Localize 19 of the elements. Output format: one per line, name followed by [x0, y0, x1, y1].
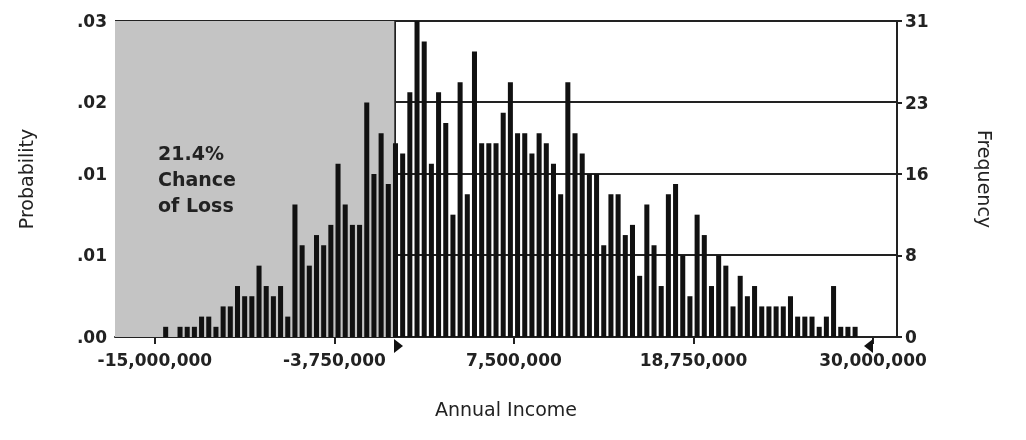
y-tick-label: .01: [76, 244, 107, 265]
y2-axis-title: Frequency: [973, 129, 996, 229]
y2-tick-label: 0: [905, 327, 917, 347]
x-tick-label: 7,500,000: [466, 349, 563, 370]
y2-tick-label: 8: [905, 245, 917, 266]
x-tick-label: -3,750,000: [283, 349, 386, 370]
x-tick-label: -15,000,000: [97, 349, 213, 370]
y-axis-title: Probability: [14, 128, 37, 230]
x-axis-title: Annual Income: [435, 397, 577, 420]
y2-tick-label: 31: [905, 11, 929, 31]
band-label: 21.4% Chance of Loss: [158, 142, 243, 216]
x-tick-label: 30,000,000: [819, 349, 927, 370]
y2-tick-label: 23: [905, 92, 929, 113]
y2-tick-label: 16: [905, 163, 929, 184]
y-tick-label: .02: [76, 91, 107, 112]
x-tick-label: 18,750,000: [639, 349, 748, 370]
y-tick-label: .01: [76, 164, 107, 185]
y-tick-label: .00: [76, 327, 108, 347]
y-tick-label: .03: [76, 11, 107, 31]
